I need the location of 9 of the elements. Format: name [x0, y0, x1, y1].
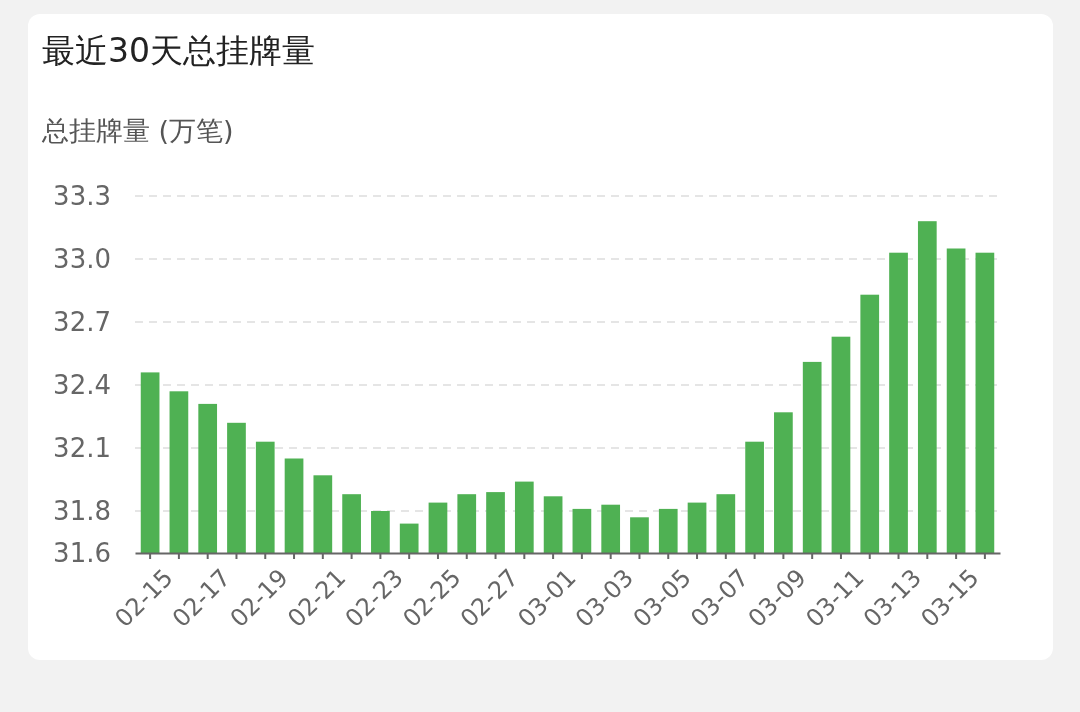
y-tick-label: 33.0 [53, 243, 111, 274]
y-tick-label: 31.8 [53, 495, 111, 526]
y-tick-label: 32.7 [53, 306, 111, 337]
y-axis-title: 总挂牌量 (万笔) [41, 115, 234, 146]
chart-title: 最近30天总挂牌量 [42, 31, 315, 70]
y-tick-label: 33.3 [53, 180, 111, 211]
y-tick-label: 32.1 [53, 432, 111, 463]
y-tick-label: 32.4 [53, 369, 111, 400]
y-tick-label: 31.6 [53, 537, 111, 568]
